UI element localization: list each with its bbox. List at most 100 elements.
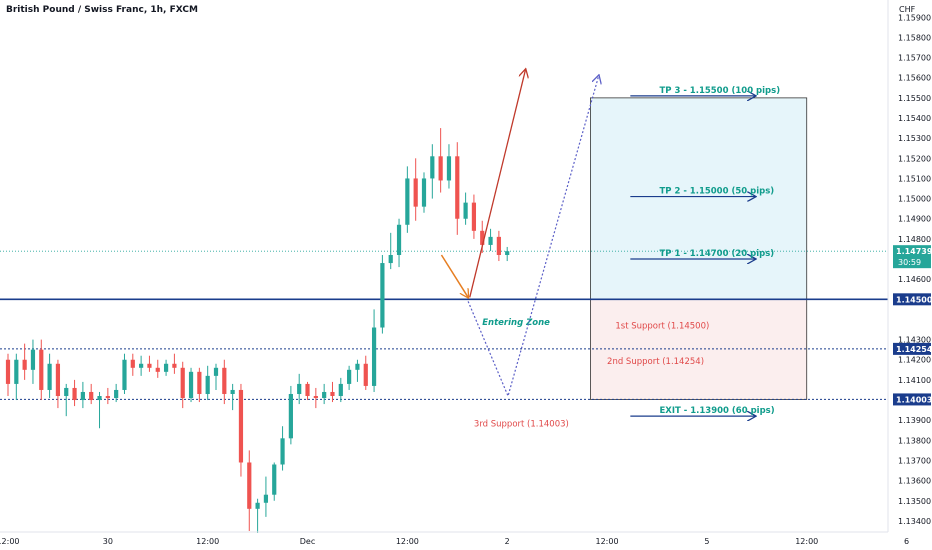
time-tick-label: 12:00 bbox=[596, 537, 619, 546]
candle-body bbox=[396, 224, 402, 255]
candle bbox=[430, 144, 435, 199]
level-badge-text: 1.14500 bbox=[896, 295, 932, 304]
price-tick-label: 1.15300 bbox=[898, 134, 931, 143]
candle-body bbox=[313, 396, 318, 399]
candle bbox=[297, 373, 302, 405]
current-price-badge: 1.14739 30:59 bbox=[893, 245, 932, 269]
candle-body bbox=[163, 363, 169, 372]
candle-body bbox=[47, 363, 52, 390]
candle-body bbox=[480, 230, 485, 245]
candle-body bbox=[347, 369, 352, 384]
candle bbox=[14, 353, 19, 401]
price-tick-label: 1.14600 bbox=[898, 275, 931, 284]
candle-body bbox=[330, 391, 335, 397]
candle-body bbox=[22, 359, 27, 370]
candle-body bbox=[197, 371, 202, 394]
candle bbox=[114, 383, 119, 403]
candle-body bbox=[297, 383, 302, 394]
candle-body bbox=[505, 251, 510, 255]
candle bbox=[455, 142, 460, 235]
candle-body bbox=[255, 502, 260, 509]
candle bbox=[39, 339, 44, 401]
candle bbox=[180, 361, 185, 409]
price-tick-label: 1.13700 bbox=[898, 456, 931, 465]
candle bbox=[188, 367, 194, 403]
price-tick-label: 1.15900 bbox=[898, 13, 931, 22]
candle bbox=[30, 339, 36, 384]
candle-body bbox=[247, 462, 252, 509]
candle-body bbox=[405, 178, 410, 225]
candle bbox=[371, 309, 377, 392]
candle-body bbox=[272, 464, 277, 495]
current-price-badge-bg bbox=[893, 245, 931, 269]
target-label: EXIT - 1.13900 (60 pips) bbox=[659, 406, 774, 416]
candle bbox=[147, 355, 152, 372]
time-tick-label: 12:00 bbox=[196, 537, 219, 546]
price-tick-label: 1.13400 bbox=[898, 517, 931, 526]
candle bbox=[222, 359, 227, 405]
time-tick-label: 12:00 bbox=[795, 537, 818, 546]
price-tick-label: 1.15100 bbox=[898, 174, 931, 183]
candle bbox=[505, 246, 510, 262]
bullish-scenario-arrow bbox=[469, 70, 526, 298]
candle bbox=[347, 365, 352, 390]
price-tick-label: 1.13500 bbox=[898, 497, 931, 506]
price-tick-label: 1.14100 bbox=[898, 376, 931, 385]
price-tick-label: 1.14200 bbox=[898, 356, 931, 365]
time-tick-label: 12:00 bbox=[0, 537, 20, 546]
countdown-text: 30:59 bbox=[898, 258, 921, 267]
level-badge-bg bbox=[893, 293, 931, 306]
level-badge-bg bbox=[893, 393, 931, 406]
support-label: 3rd Support (1.14003) bbox=[474, 420, 569, 430]
currency-label: CHF bbox=[899, 5, 916, 14]
candle bbox=[338, 377, 343, 403]
candle-body bbox=[72, 387, 77, 401]
candle bbox=[64, 383, 69, 417]
candle bbox=[438, 128, 443, 193]
candle bbox=[413, 158, 418, 221]
price-tick-label: 1.13600 bbox=[898, 477, 931, 486]
price-tick-label: 1.14300 bbox=[898, 336, 931, 345]
candle-body bbox=[5, 359, 11, 384]
candle bbox=[213, 363, 219, 390]
candle bbox=[5, 353, 11, 397]
candle-body bbox=[388, 254, 393, 264]
candle-body bbox=[155, 367, 160, 372]
level-price-badge: 1.14254 bbox=[893, 342, 932, 355]
price-tick-label: 1.15500 bbox=[898, 94, 931, 103]
candle bbox=[463, 192, 468, 225]
candle-body bbox=[105, 396, 110, 399]
candle bbox=[22, 343, 27, 380]
level-price-badge: 1.14003 bbox=[893, 393, 932, 406]
candle bbox=[396, 218, 402, 268]
candle-body bbox=[430, 156, 435, 179]
entering-zone-label: Entering Zone bbox=[482, 318, 550, 328]
candle bbox=[238, 383, 244, 477]
target-label: TP 2 - 1.15000 (50 pips) bbox=[659, 187, 774, 197]
candle bbox=[313, 387, 318, 409]
candle-body bbox=[463, 202, 468, 219]
price-tick-label: 1.15000 bbox=[898, 195, 931, 204]
candle bbox=[322, 383, 327, 405]
candle-body bbox=[139, 363, 144, 368]
candle-body bbox=[213, 367, 219, 376]
support-label: 2nd Support (1.14254) bbox=[607, 357, 704, 367]
symbol-title[interactable]: British Pound / Swiss Franc, 1h, FXCM bbox=[6, 5, 198, 15]
time-tick-label: 5 bbox=[704, 537, 709, 546]
candle-body bbox=[30, 349, 36, 370]
price-tick-label: 1.15400 bbox=[898, 114, 931, 123]
candle-body bbox=[496, 236, 501, 255]
target-label: TP 1 - 1.14700 (20 pips) bbox=[659, 249, 774, 259]
candle-body bbox=[230, 389, 235, 394]
candle bbox=[305, 381, 310, 401]
candle bbox=[105, 387, 110, 405]
candle-body bbox=[14, 359, 19, 384]
candle-body bbox=[438, 156, 443, 181]
time-tick-label: 12:00 bbox=[396, 537, 419, 546]
target-label: TP 3 - 1.15500 (100 pips) bbox=[659, 86, 780, 96]
candle bbox=[330, 381, 335, 403]
candle bbox=[55, 359, 61, 409]
candle bbox=[496, 230, 501, 262]
candle-body bbox=[413, 178, 418, 207]
